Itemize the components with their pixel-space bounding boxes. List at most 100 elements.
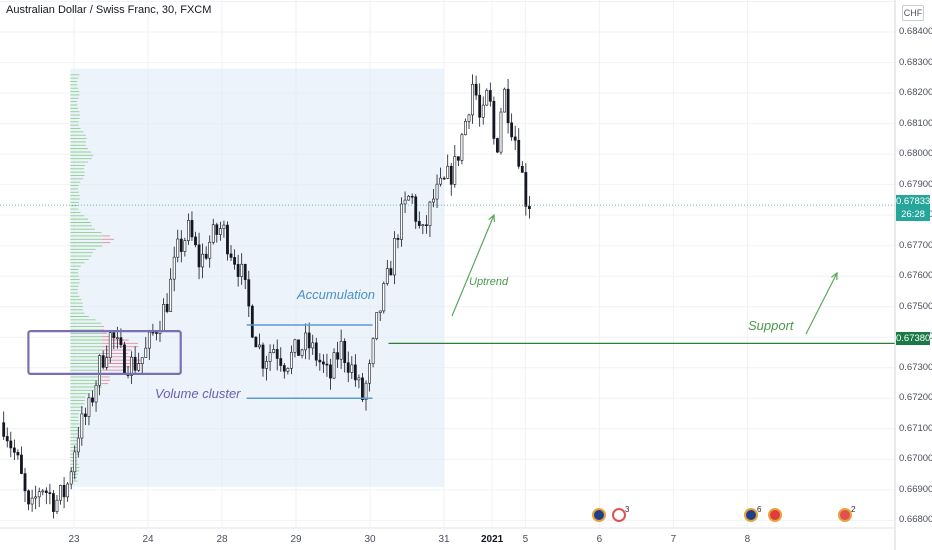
candle-body [140,357,144,364]
price-tick-label: 0.67500 [899,300,932,312]
candle-body [485,90,489,106]
swiss-flag-icon[interactable] [768,508,782,522]
candle-body [55,499,59,512]
candle-body [52,493,55,512]
price-tick-label: 0.67000 [899,453,932,465]
price-tick-label: 0.67300 [899,361,932,373]
swiss-calendar-icon[interactable]: 3 [612,505,630,522]
candle-body [66,483,70,498]
arrow-line [805,272,838,335]
candle-body [435,183,439,200]
price-tick-label: 0.68000 [899,148,932,160]
candle-body [407,195,411,201]
candle-body [524,172,528,207]
candle-body [481,104,485,118]
candle-body [368,363,371,384]
candle-body [215,224,219,235]
price-range-box [70,68,445,487]
volume-cluster-label: Volume cluster [155,386,241,401]
arrow-head [831,271,838,281]
candle-body [382,283,386,312]
candle-body [101,355,105,368]
candle-body [357,377,361,381]
candle-body [396,238,400,240]
candle-body [297,339,300,356]
volume-cluster-box [27,330,182,375]
candle-body [59,484,62,501]
candle-body [190,220,194,238]
candle-body [155,332,158,334]
candle-body [208,241,212,259]
candle-body [91,397,94,403]
candle-body [112,332,116,339]
candle-body [105,357,109,368]
price-tick-label: 0.68100 [899,117,932,129]
event-count: 3 [625,505,630,514]
candle-body [115,337,119,339]
candle-body [226,224,229,255]
candle-body [130,356,133,376]
candle-body [179,238,183,252]
candlestick-series [2,74,531,519]
candle-body [172,256,176,280]
bar-countdown-tag: 26:28 [896,208,930,221]
candle-body [439,177,442,185]
price-tick-label: 0.68200 [899,87,932,99]
time-tick-label: 31 [438,534,450,545]
chart-title: Australian Dollar / Swiss Franc, 30, FXC… [6,4,212,16]
time-tick-label: 6 [596,534,603,545]
candle-body [300,349,304,356]
candle-body [339,340,343,360]
candle-body [37,491,41,498]
candle-body [247,279,251,307]
candle-body [240,263,244,277]
price-tick-label: 0.67900 [899,178,932,190]
candle-body [80,413,84,439]
candle-body [492,100,496,139]
candle-body [517,139,521,167]
candle-body [286,367,290,372]
candle-body [27,490,30,505]
candle-body [378,310,382,313]
candle-body [261,344,265,369]
candle-body [76,437,80,453]
candle-body [275,349,279,359]
uptrend-label: Uptrend [469,276,509,288]
candle-body [474,83,478,96]
candle-body [250,305,254,338]
event-count: 2 [851,505,856,514]
candle-body [464,120,467,136]
time-tick-label: 23 [68,534,80,545]
candle-body [400,203,403,240]
candle-body [375,312,379,339]
swiss-calendar-icon-2[interactable]: 2 [838,505,856,522]
australia-flag-icon-2[interactable]: 6 [744,505,761,522]
candle-body [183,240,187,252]
currency-button[interactable]: CHF [902,5,924,21]
candle-body [318,359,322,363]
candle-body [48,492,52,494]
candle-body [467,114,471,122]
candle-body [361,377,364,400]
time-tick-label: 7 [670,534,677,545]
candle-body [350,364,354,373]
candle-body [446,165,450,179]
price-tick-label: 0.67200 [899,392,932,404]
candle-body [229,253,233,258]
candle-body [442,177,446,180]
time-tick-label: 28 [216,534,228,545]
time-tick-label: 24 [142,534,154,545]
candle-body [144,347,148,358]
candle-body [414,196,418,222]
last-price-tag: 0.67833 [896,195,931,208]
price-tick-label: 0.66900 [899,483,932,495]
candle-body [520,166,524,173]
candle-body [325,363,329,366]
candle-body [218,228,222,235]
time-tick-label: 30 [364,534,376,545]
candle-body [272,349,276,353]
candle-body [371,338,375,364]
candle-body [428,201,432,227]
australia-flag-icon[interactable] [592,508,606,522]
